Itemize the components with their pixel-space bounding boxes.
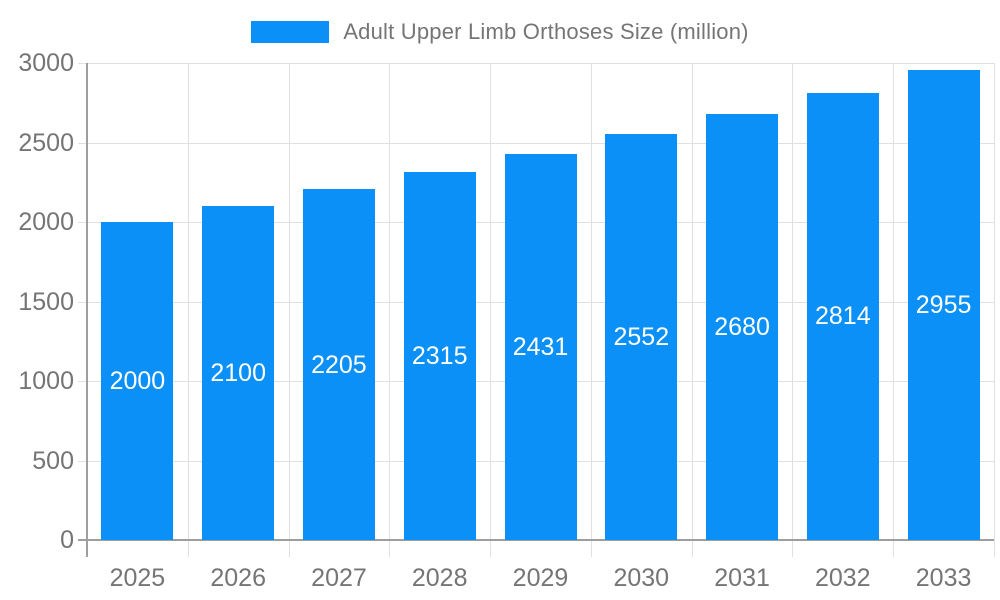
gridline-x-8 bbox=[893, 63, 894, 557]
y-axis-tick-label-2500: 2500 bbox=[18, 128, 74, 157]
y-axis-tick-label-1500: 1500 bbox=[18, 287, 74, 316]
legend-swatch-icon bbox=[251, 21, 330, 43]
y-axis-tick-label-0: 0 bbox=[60, 526, 74, 554]
x-axis-line bbox=[78, 539, 994, 541]
bar-2026[interactable] bbox=[202, 206, 275, 540]
bar-2030[interactable] bbox=[605, 134, 678, 540]
bar-value-label-2025: 2000 bbox=[109, 367, 166, 395]
gridline-y-3000 bbox=[78, 63, 994, 64]
gridline-x-7 bbox=[792, 63, 793, 557]
gridline-x-1 bbox=[188, 63, 189, 557]
gridline-x-5 bbox=[591, 63, 592, 557]
x-axis-tick-label-2028: 2028 bbox=[411, 564, 468, 592]
x-axis-tick-label-2029: 2029 bbox=[512, 564, 569, 592]
y-axis-tick-label-1000: 1000 bbox=[18, 367, 74, 395]
bar-value-label-2029: 2431 bbox=[512, 332, 569, 361]
bar-value-label-2028: 2315 bbox=[411, 342, 468, 370]
gridline-x-6 bbox=[692, 63, 693, 557]
bar-value-label-2027: 2205 bbox=[311, 350, 367, 379]
bar-2025[interactable] bbox=[101, 222, 174, 540]
legend-label: Adult Upper Limb Orthoses Size (million) bbox=[343, 19, 749, 44]
x-axis-tick-label-2032: 2032 bbox=[814, 564, 871, 592]
bar-value-label-2033: 2955 bbox=[915, 291, 972, 320]
bar-value-label-2026: 2100 bbox=[210, 359, 266, 388]
x-axis-tick-label-2030: 2030 bbox=[613, 564, 670, 592]
gridline-x-9 bbox=[994, 63, 995, 557]
bar-value-label-2032: 2814 bbox=[814, 302, 871, 331]
y-axis-tick-label-500: 500 bbox=[32, 446, 74, 475]
x-axis-tick-label-2025: 2025 bbox=[109, 564, 166, 592]
bar-2027[interactable] bbox=[302, 189, 375, 540]
bar-2028[interactable] bbox=[403, 171, 476, 540]
bar-value-label-2031: 2680 bbox=[714, 312, 770, 341]
gridline-x-4 bbox=[490, 63, 491, 557]
x-axis-tick-label-2026: 2026 bbox=[210, 564, 266, 592]
bar-value-label-2030: 2552 bbox=[613, 323, 670, 352]
x-axis-tick-label-2033: 2033 bbox=[915, 564, 972, 592]
bar-2032[interactable] bbox=[806, 92, 879, 540]
bar-2029[interactable] bbox=[504, 153, 577, 540]
x-axis-tick-label-2031: 2031 bbox=[714, 564, 770, 592]
bar-2031[interactable] bbox=[706, 113, 779, 540]
gridline-y-2500 bbox=[78, 143, 994, 144]
y-axis-line bbox=[86, 63, 88, 557]
gridline-x-2 bbox=[289, 63, 290, 557]
bar-2033[interactable] bbox=[907, 70, 980, 540]
y-axis-tick-label-2000: 2000 bbox=[18, 208, 74, 236]
y-axis-tick-label-3000: 3000 bbox=[18, 49, 74, 77]
legend[interactable]: Adult Upper Limb Orthoses Size (million) bbox=[0, 18, 1000, 46]
x-axis-tick-label-2027: 2027 bbox=[311, 564, 367, 592]
gridline-x-3 bbox=[389, 63, 390, 557]
